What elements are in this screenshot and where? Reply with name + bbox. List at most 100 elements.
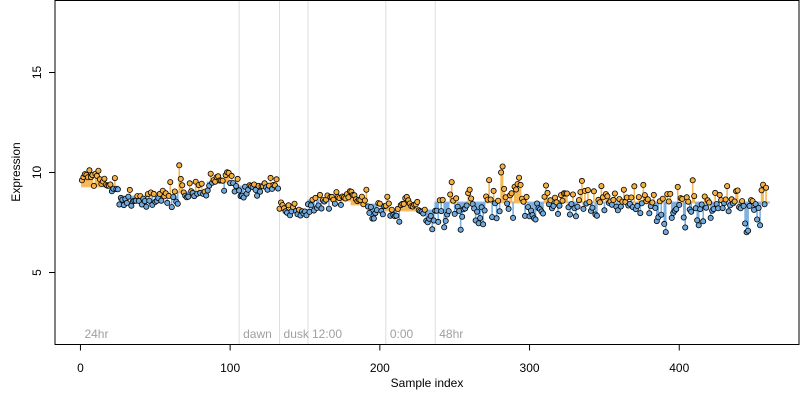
data-point bbox=[761, 201, 768, 208]
data-point bbox=[439, 196, 446, 203]
x-tick-label: 200 bbox=[370, 361, 390, 375]
data-point bbox=[574, 203, 581, 210]
data-point bbox=[477, 215, 484, 222]
x-axis: 0 100 200 300 400 bbox=[77, 344, 690, 375]
data-point bbox=[584, 187, 591, 194]
data-point bbox=[468, 195, 475, 202]
data-point bbox=[325, 205, 332, 212]
data-point bbox=[236, 187, 243, 194]
y-tick-label: 5 bbox=[30, 269, 44, 276]
data-point bbox=[752, 201, 759, 208]
data-point bbox=[668, 214, 675, 221]
data-point bbox=[358, 193, 365, 200]
data-point bbox=[516, 174, 523, 181]
y-axis-label: Expression bbox=[9, 142, 23, 201]
data-point bbox=[498, 169, 505, 176]
data-point bbox=[363, 186, 370, 193]
data-point bbox=[453, 195, 460, 202]
region-label: 24hr bbox=[84, 327, 108, 341]
data-point bbox=[628, 194, 635, 201]
data-point bbox=[520, 198, 527, 205]
data-point bbox=[698, 201, 705, 208]
data-point bbox=[396, 218, 403, 225]
data-point bbox=[661, 220, 668, 227]
data-point bbox=[757, 222, 764, 229]
data-point bbox=[611, 190, 618, 197]
data-point bbox=[540, 210, 547, 217]
data-point bbox=[593, 212, 600, 219]
data-point bbox=[427, 212, 434, 219]
data-point bbox=[221, 187, 228, 194]
data-point bbox=[543, 182, 550, 189]
data-point bbox=[499, 163, 506, 170]
data-point bbox=[701, 193, 708, 200]
data-point bbox=[90, 182, 97, 189]
data-point bbox=[547, 197, 554, 204]
data-point bbox=[474, 208, 481, 215]
x-tick-label: 100 bbox=[220, 361, 240, 375]
data-point bbox=[143, 203, 150, 210]
data-point bbox=[481, 207, 488, 214]
data-point bbox=[123, 199, 130, 206]
data-point bbox=[566, 211, 573, 218]
data-point bbox=[333, 189, 340, 196]
data-point bbox=[168, 204, 175, 211]
data-point bbox=[385, 200, 392, 207]
data-point bbox=[682, 224, 689, 231]
data-point bbox=[596, 199, 603, 206]
data-point bbox=[640, 181, 647, 188]
data-point bbox=[572, 213, 579, 220]
data-point bbox=[174, 200, 181, 207]
data-point bbox=[620, 186, 627, 193]
data-point bbox=[649, 199, 656, 206]
data-point bbox=[695, 222, 702, 229]
data-point bbox=[517, 181, 524, 188]
plot-frame bbox=[54, 0, 800, 345]
data-point bbox=[578, 177, 585, 184]
x-tick-label: 400 bbox=[669, 361, 689, 375]
data-point bbox=[101, 175, 108, 182]
data-point bbox=[556, 202, 563, 209]
data-point bbox=[345, 194, 352, 201]
data-point bbox=[604, 193, 611, 200]
data-point bbox=[694, 217, 701, 224]
region-boundaries bbox=[238, 0, 436, 345]
data-point bbox=[448, 179, 455, 186]
data-point bbox=[429, 226, 436, 233]
data-point bbox=[703, 204, 710, 211]
data-point bbox=[495, 197, 502, 204]
data-point bbox=[331, 200, 338, 207]
data-point bbox=[421, 206, 428, 213]
data-point bbox=[707, 214, 714, 221]
data-point bbox=[559, 197, 566, 204]
x-tick-label: 300 bbox=[520, 361, 540, 375]
data-point bbox=[716, 191, 723, 198]
data-point bbox=[480, 221, 487, 228]
data-point bbox=[504, 200, 511, 207]
data-point bbox=[635, 194, 642, 201]
data-point bbox=[493, 215, 500, 222]
data-point bbox=[447, 191, 454, 198]
data-point bbox=[240, 194, 247, 201]
y-axis: 5 10 15 bbox=[30, 66, 56, 276]
data-point bbox=[451, 210, 458, 217]
data-points bbox=[78, 162, 770, 236]
data-point bbox=[228, 172, 235, 179]
data-point bbox=[646, 210, 653, 217]
data-point bbox=[700, 218, 707, 225]
data-point bbox=[758, 187, 765, 194]
data-point bbox=[171, 188, 178, 195]
data-point bbox=[641, 192, 648, 199]
data-point bbox=[203, 192, 210, 199]
data-point bbox=[722, 196, 729, 203]
data-point bbox=[658, 211, 665, 218]
y-tick-label: 15 bbox=[30, 66, 44, 80]
data-point bbox=[198, 180, 205, 187]
data-point bbox=[379, 211, 386, 218]
data-point bbox=[742, 220, 749, 227]
region-label: 12:00 bbox=[312, 327, 342, 341]
data-point bbox=[740, 202, 747, 209]
data-point bbox=[650, 191, 657, 198]
data-point bbox=[754, 216, 761, 223]
